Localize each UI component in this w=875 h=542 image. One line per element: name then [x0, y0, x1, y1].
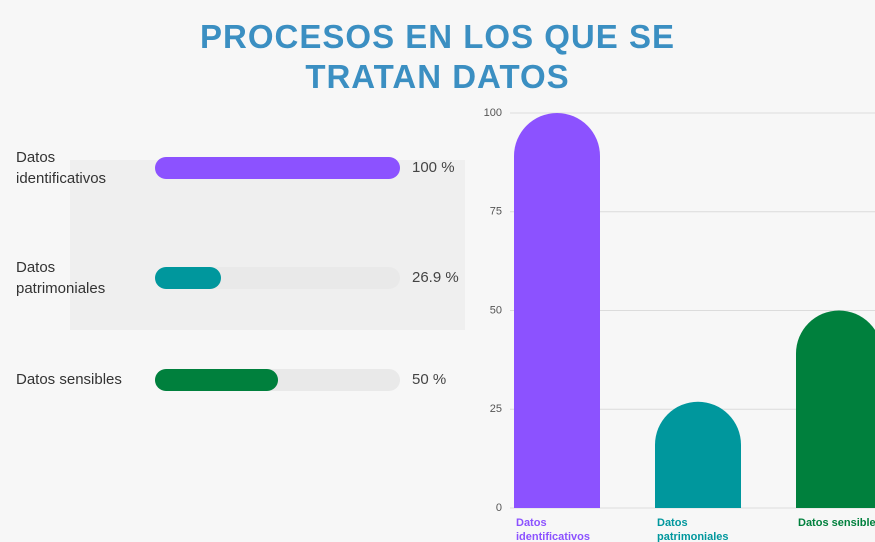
x-tick-label: Datos sensibles	[798, 517, 875, 529]
x-tick-label: Datos patrimoniales	[657, 517, 729, 542]
value-label: 100 %	[412, 159, 455, 176]
y-tick-label: 75	[490, 206, 502, 218]
progress-bar	[155, 157, 400, 179]
category-label: Datos patrimoniales	[16, 259, 106, 297]
y-tick-label: 25	[490, 403, 502, 415]
category-label: Datos identificativos	[16, 149, 107, 187]
progress-bar	[155, 369, 278, 391]
progress-bar	[155, 267, 221, 289]
value-label: 50 %	[412, 371, 447, 388]
panel	[70, 160, 465, 330]
bar	[514, 113, 600, 508]
y-tick-label: 100	[484, 107, 502, 119]
y-tick-label: 50	[490, 304, 502, 316]
bar	[796, 310, 875, 508]
category-label: Datos sensibles	[16, 371, 122, 388]
y-tick-label: 0	[496, 502, 502, 514]
x-tick-label: Datos identificativos	[516, 517, 590, 542]
bar	[655, 401, 741, 508]
title-line: TRATAN DATOS	[305, 58, 570, 95]
title-line: PROCESOS EN LOS QUE SE	[200, 18, 675, 55]
value-label: 26.9 %	[412, 269, 459, 286]
